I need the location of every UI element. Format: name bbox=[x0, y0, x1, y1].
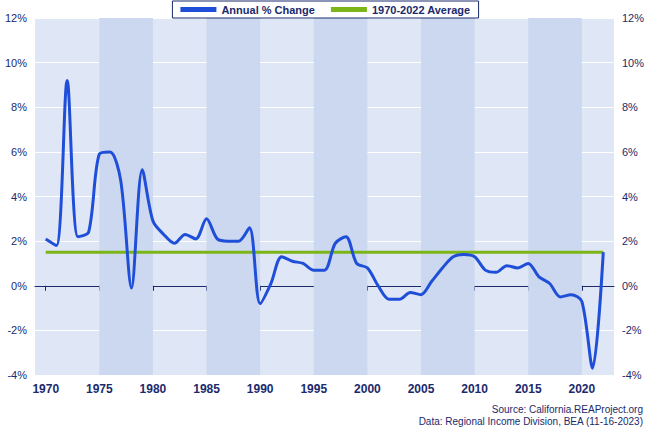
svg-text:-4%: -4% bbox=[622, 369, 642, 381]
svg-text:0%: 0% bbox=[622, 280, 638, 292]
svg-text:2020: 2020 bbox=[568, 382, 595, 396]
svg-text:1980: 1980 bbox=[140, 382, 167, 396]
svg-text:8%: 8% bbox=[11, 101, 27, 113]
svg-text:2%: 2% bbox=[622, 235, 638, 247]
svg-text:-2%: -2% bbox=[7, 324, 27, 336]
svg-text:12%: 12% bbox=[5, 12, 27, 24]
svg-text:1995: 1995 bbox=[300, 382, 327, 396]
svg-text:1975: 1975 bbox=[86, 382, 113, 396]
svg-text:-4%: -4% bbox=[7, 369, 27, 381]
svg-text:6%: 6% bbox=[622, 146, 638, 158]
svg-text:Data: Regional Income Division: Data: Regional Income Division, BEA (11-… bbox=[419, 416, 643, 427]
svg-text:4%: 4% bbox=[622, 191, 638, 203]
svg-text:12%: 12% bbox=[622, 12, 644, 24]
svg-text:10%: 10% bbox=[622, 57, 644, 69]
svg-text:Annual % Change: Annual % Change bbox=[221, 4, 315, 16]
svg-text:-2%: -2% bbox=[622, 324, 642, 336]
svg-text:1990: 1990 bbox=[247, 382, 274, 396]
svg-text:2%: 2% bbox=[11, 235, 27, 247]
svg-text:2005: 2005 bbox=[408, 382, 435, 396]
svg-text:1970: 1970 bbox=[32, 382, 59, 396]
svg-text:1985: 1985 bbox=[193, 382, 220, 396]
svg-text:4%: 4% bbox=[11, 191, 27, 203]
svg-text:2000: 2000 bbox=[354, 382, 381, 396]
svg-text:2010: 2010 bbox=[461, 382, 488, 396]
svg-text:1970-2022 Average: 1970-2022 Average bbox=[372, 4, 470, 16]
svg-text:8%: 8% bbox=[622, 101, 638, 113]
svg-text:Source: California.REAProject.: Source: California.REAProject.org bbox=[492, 404, 643, 415]
svg-text:10%: 10% bbox=[5, 57, 27, 69]
svg-text:2015: 2015 bbox=[515, 382, 542, 396]
svg-text:6%: 6% bbox=[11, 146, 27, 158]
svg-text:0%: 0% bbox=[11, 280, 27, 292]
